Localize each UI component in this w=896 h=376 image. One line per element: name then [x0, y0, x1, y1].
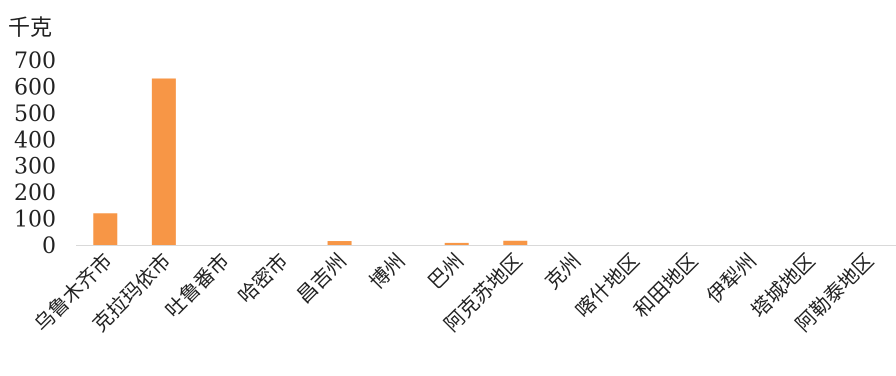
y-tick-label: 200 — [14, 181, 56, 206]
x-tick-label: 克州 — [540, 249, 585, 294]
x-tick-label: 巴州 — [423, 249, 468, 294]
bar — [93, 213, 118, 245]
x-tick-label: 哈密市 — [233, 249, 292, 308]
y-tick-label: 100 — [14, 208, 56, 233]
bars-group — [93, 78, 528, 245]
bar — [444, 242, 469, 245]
x-tick-label: 昌吉州 — [292, 249, 351, 308]
x-tick-label: 吐鲁番市 — [160, 249, 234, 323]
x-axis-labels: 乌鲁木齐市克拉玛依市吐鲁番市 哈密市 昌吉州 博州 巴州阿克苏地区 克州喀什地区和田地区伊… — [29, 249, 878, 337]
y-unit-label: 千克 — [8, 16, 52, 41]
x-tick-label: 博州 — [364, 249, 409, 294]
y-tick-label: 300 — [14, 155, 56, 180]
y-tick-label: 700 — [14, 49, 56, 74]
bar — [327, 241, 352, 245]
x-tick-label: 和田地区 — [629, 249, 703, 323]
bar — [151, 78, 176, 245]
y-tick-label: 500 — [14, 102, 56, 127]
y-tick-label: 0 — [42, 234, 56, 259]
y-tick-label: 600 — [14, 75, 56, 100]
x-tick-label: 喀什地区 — [570, 249, 644, 323]
y-tick-label: 400 — [14, 128, 56, 153]
bar — [503, 240, 528, 245]
